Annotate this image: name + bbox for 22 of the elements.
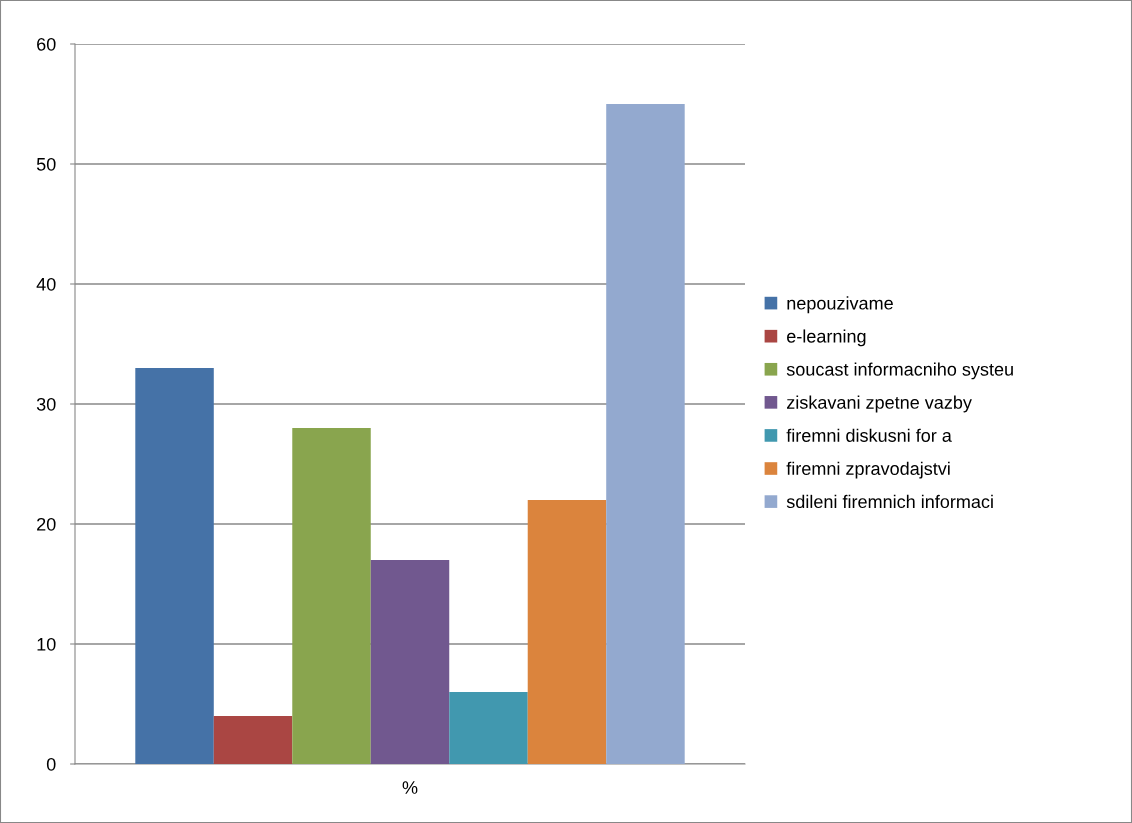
bar: [527, 500, 607, 764]
bar: [449, 692, 528, 764]
legend-label: e-learning: [787, 329, 866, 347]
legend-label: soucast informacniho systeu: [786, 362, 1013, 380]
bar: [370, 560, 450, 764]
y-tick-label: 0: [46, 757, 56, 771]
legend-label: firemni diskusni for a: [786, 428, 952, 442]
legend-label: firemni zpravodajstvi: [786, 461, 950, 479]
bar: [606, 104, 685, 764]
bar: [213, 716, 293, 764]
legend-label: sdileni firemnich informaci: [786, 494, 993, 509]
y-tick-label: 10: [37, 637, 56, 651]
y-tick-label: 40: [36, 277, 56, 291]
y-tick-label: 20: [37, 517, 56, 531]
y-tick-label: 60: [37, 37, 56, 51]
y-tick-label: 50: [36, 157, 56, 171]
legend-label: nepouzivame: [787, 296, 893, 314]
bar: [135, 368, 214, 764]
bar: [292, 428, 371, 764]
x-tick-label: %: [402, 781, 418, 794]
y-tick-label: 30: [36, 397, 56, 411]
legend-label: ziskavani zpetne vazby: [787, 395, 972, 413]
